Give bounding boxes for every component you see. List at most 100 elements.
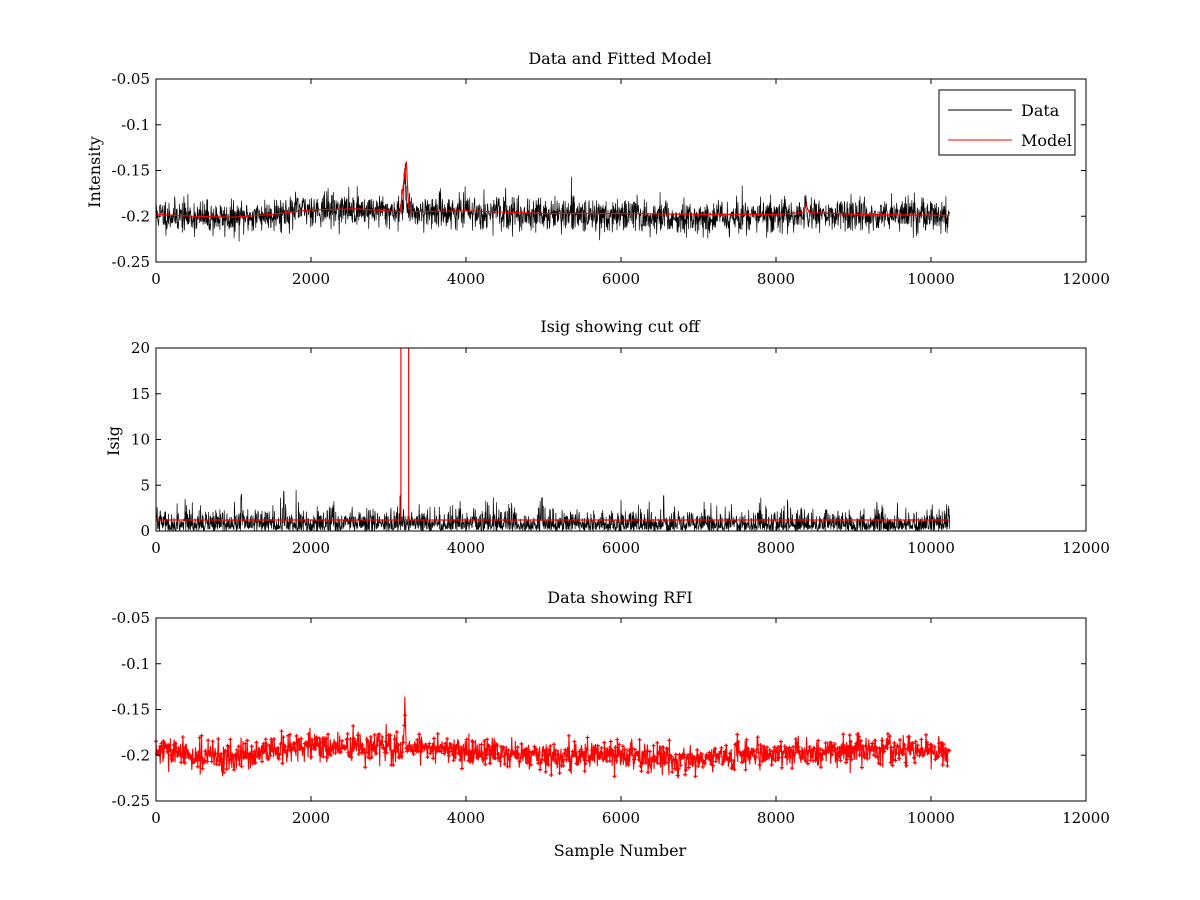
panel-1-axes: 0 2000 4000 6000 8000 10000 12000 -0.05 -0.1 -0.1… (112, 70, 1110, 288)
rfi-marker (606, 749, 611, 754)
rfi-marker (783, 754, 788, 759)
rfi-marker (892, 740, 897, 745)
rfi-marker (810, 748, 815, 753)
rfi-marker (781, 749, 786, 754)
rfi-marker (900, 747, 905, 752)
rfi-marker (391, 762, 396, 767)
rfi-marker (268, 753, 273, 758)
rfi-marker (486, 744, 491, 749)
rfi-marker (176, 746, 181, 751)
rfi-marker (320, 736, 325, 741)
rfi-marker (322, 739, 327, 744)
rfi-marker (198, 758, 203, 763)
rfi-marker (465, 751, 470, 756)
rfi-marker (432, 736, 437, 741)
rfi-marker (461, 748, 466, 753)
legend-box (938, 89, 1076, 156)
rfi-marker (503, 751, 508, 756)
rfi-marker (284, 750, 289, 755)
rfi-marker (354, 743, 359, 748)
rfi-marker (912, 760, 917, 765)
rfi-marker (774, 748, 779, 753)
rfi-marker (751, 749, 756, 754)
rfi-marker (897, 756, 902, 761)
rfi-marker (769, 762, 774, 767)
rfi-marker (933, 757, 938, 762)
rfi-marker (552, 759, 557, 764)
rfi-marker (370, 747, 375, 752)
rfi-marker (631, 753, 636, 758)
rfi-marker (410, 749, 415, 754)
rfi-marker (862, 755, 867, 760)
rfi-marker (562, 751, 567, 756)
rfi-marker (383, 739, 388, 744)
rfi-marker (778, 744, 783, 749)
rfi-marker (526, 759, 531, 764)
rfi-marker (640, 761, 645, 766)
rfi-marker (260, 759, 265, 764)
rfi-marker (931, 750, 936, 755)
rfi-marker (455, 742, 460, 747)
rfi-marker (753, 755, 758, 760)
rfi-marker (845, 753, 850, 758)
rfi-marker (164, 745, 169, 750)
rfi-marker (838, 758, 843, 763)
rfi-marker (670, 770, 675, 775)
rfi-marker (401, 740, 406, 745)
rfi-marker (184, 748, 189, 753)
rfi-marker (806, 749, 811, 754)
rfi-marker (270, 739, 275, 744)
rfi-marker (887, 734, 892, 739)
rfi-marker (649, 756, 654, 761)
rfi-marker (374, 751, 379, 756)
rfi-marker (875, 754, 880, 759)
rfi-marker (773, 758, 778, 763)
rfi-marker (643, 751, 648, 756)
rfi-marker (552, 742, 557, 747)
rfi-marker (480, 751, 485, 756)
rfi-marker (352, 736, 357, 741)
x-tick-label: 10000 (907, 809, 955, 827)
rfi-marker (350, 748, 355, 753)
rfi-marker (262, 747, 267, 752)
rfi-marker (400, 750, 405, 755)
rfi-marker (485, 737, 490, 742)
rfi-marker (923, 748, 928, 753)
rfi-marker (702, 760, 707, 765)
panel-3: Data showing RFI Sample Number 0 2000 4000… (112, 588, 1110, 860)
rfi-marker (816, 738, 821, 743)
rfi-marker (236, 744, 241, 749)
rfi-marker (261, 741, 266, 746)
rfi-marker (512, 750, 517, 755)
rfi-marker (501, 745, 506, 750)
rfi-marker (510, 749, 515, 754)
rfi-marker (452, 750, 457, 755)
rfi-marker (840, 743, 845, 748)
rfi-marker (549, 773, 554, 778)
rfi-marker (611, 752, 616, 757)
rfi-marker (885, 731, 890, 736)
rfi-marker (425, 755, 430, 760)
rfi-marker (403, 713, 408, 718)
rfi-marker (272, 737, 277, 742)
rfi-marker (830, 752, 835, 757)
rfi-marker (431, 756, 436, 761)
rfi-marker (248, 756, 253, 761)
rfi-marker (665, 747, 670, 752)
rfi-marker (829, 740, 834, 745)
x-tick-label: 2000 (292, 809, 330, 827)
rfi-marker (612, 774, 617, 779)
rfi-marker (791, 744, 796, 749)
rfi-marker (321, 754, 326, 759)
rfi-marker (203, 749, 208, 754)
rfi-marker (258, 753, 263, 758)
rfi-marker (506, 748, 511, 753)
rfi-marker (285, 748, 290, 753)
rfi-marker (316, 742, 321, 747)
panel-1-legend: Data Model (938, 89, 1076, 156)
rfi-marker (210, 739, 215, 744)
rfi-marker (675, 773, 680, 778)
rfi-marker (856, 747, 861, 752)
x-tick-label: 8000 (757, 539, 795, 557)
panel-2-title: Isig showing cut off (540, 317, 701, 336)
